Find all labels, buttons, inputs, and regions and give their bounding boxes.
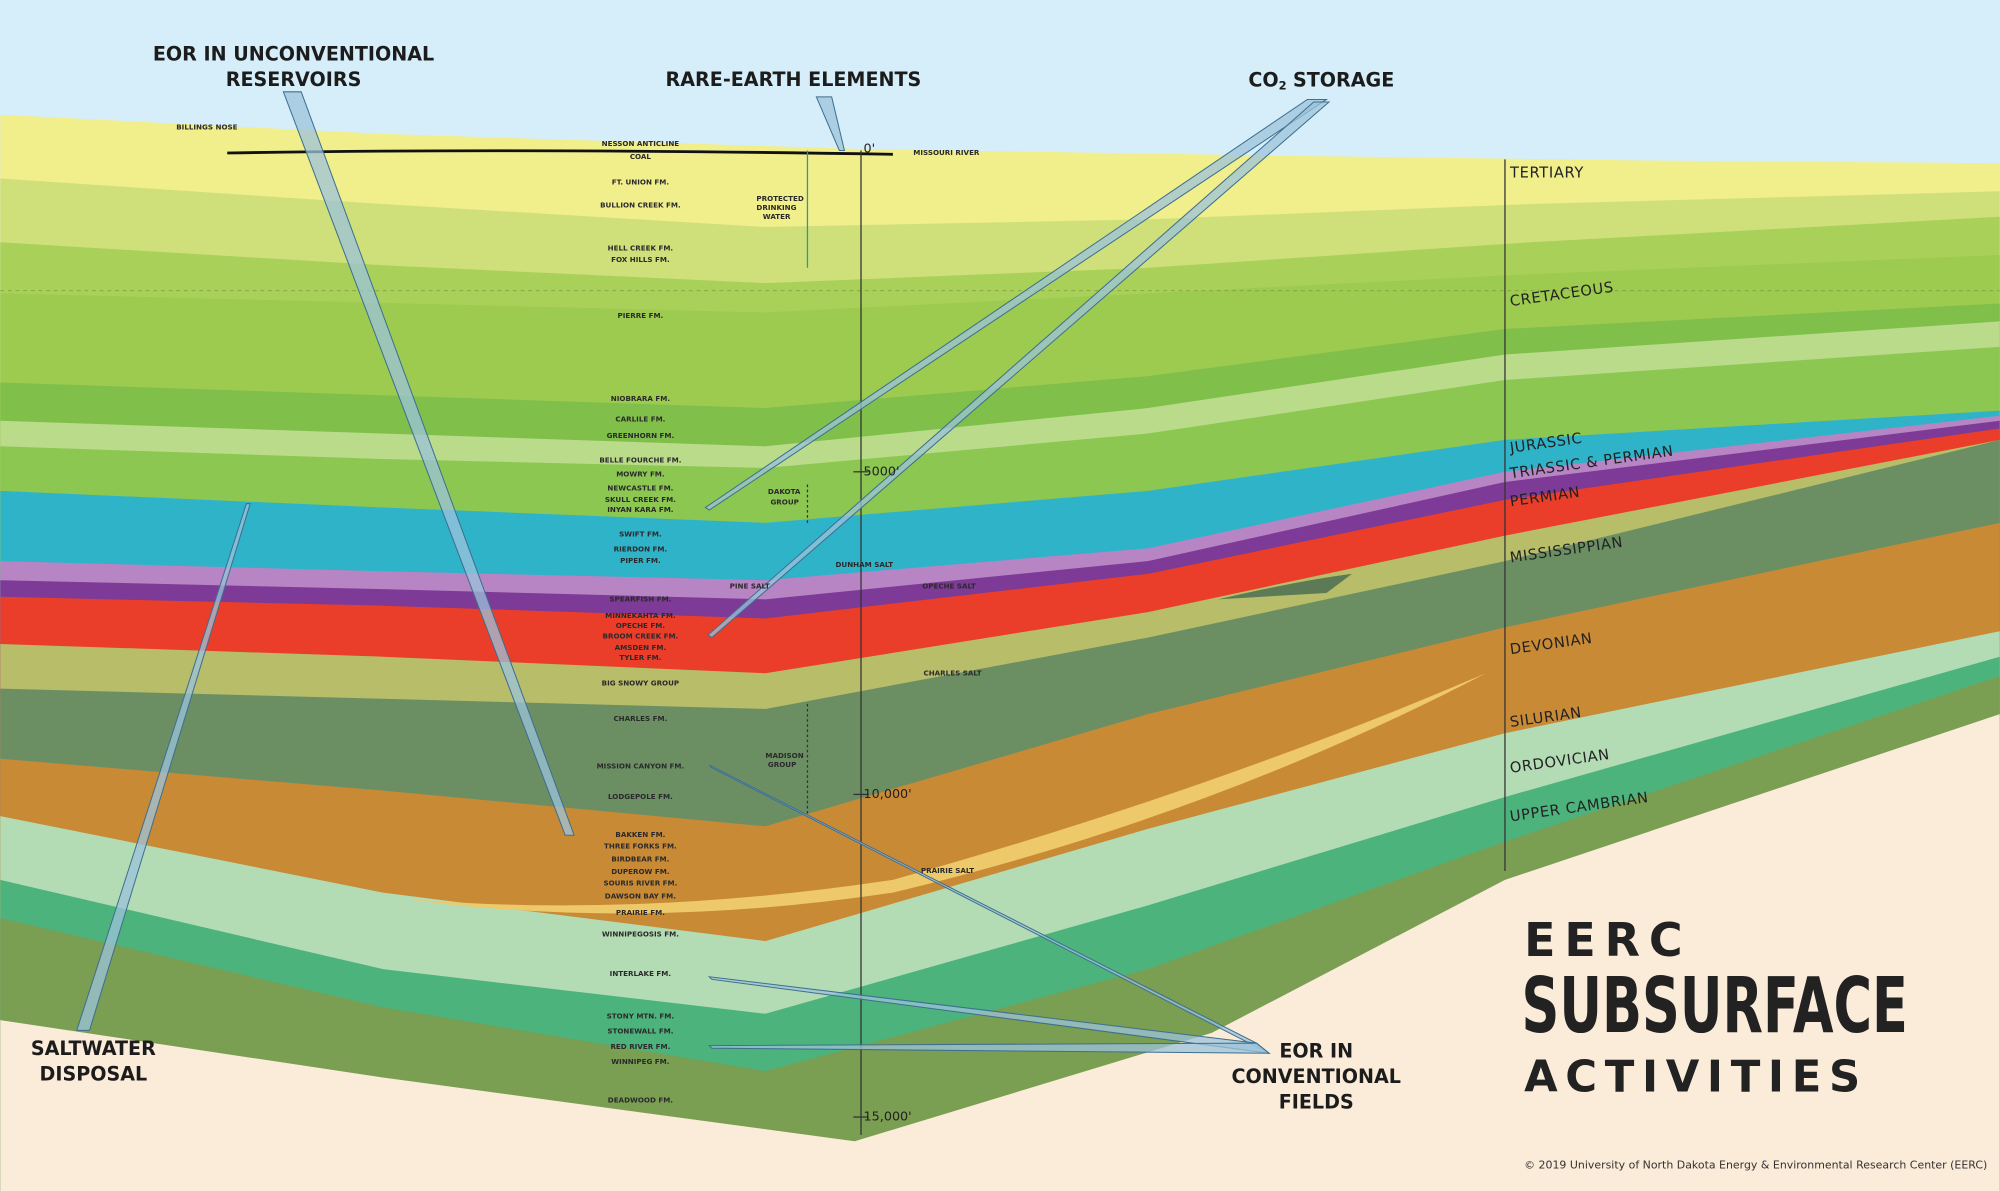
callout: EOR IN — [1279, 1040, 1353, 1063]
prairie-salt-lens — [405, 673, 1486, 914]
feature-label: OPECHE SALT — [922, 582, 976, 591]
title: ACTIVITIES — [1524, 1053, 1868, 1103]
depth-label: 10,000' — [864, 787, 912, 802]
callout: CONVENTIONAL — [1232, 1065, 1401, 1088]
feature-label: DRINKING — [756, 203, 796, 212]
formation-label: PRAIRIE FM. — [616, 908, 665, 917]
formation-label: BAKKEN FM. — [615, 830, 665, 839]
depth-label: 0' — [864, 142, 876, 157]
formation-label: NESSON ANTICLINE — [602, 139, 680, 148]
callout: DISPOSAL — [40, 1062, 148, 1085]
formation-label: OPECHE FM. — [616, 621, 665, 630]
pointer-beam — [815, 96, 846, 151]
formation-label: CHARLES FM. — [613, 714, 667, 723]
formation-label: FT. UNION FM. — [612, 177, 669, 186]
formation-label: STONY MTN. FM. — [607, 1011, 674, 1020]
callout: SALTWATER — [31, 1037, 156, 1060]
formation-label: STONEWALL FM. — [607, 1027, 673, 1036]
formation-label: GREENHORN FM. — [607, 431, 675, 440]
period-label: TERTIARY — [1509, 164, 1584, 181]
feature-label: CHARLES SALT — [923, 668, 981, 677]
formation-label: SOURIS RIVER FM. — [603, 879, 677, 888]
formation-label: AMSDEN FM. — [615, 643, 667, 652]
feature-label: MISSOURI RIVER — [913, 148, 980, 157]
feature-label: PROTECTED — [756, 194, 803, 203]
formation-label: SPEARFISH FM. — [609, 594, 671, 603]
formation-label: THREE FORKS FM. — [604, 842, 677, 851]
pointer-beam — [282, 91, 575, 836]
copyright: © 2019 University of North Dakota Energy… — [1524, 1158, 1987, 1171]
callout-part: CO — [1248, 68, 1278, 91]
formation-label: MINNEKAHTA FM. — [605, 611, 676, 620]
formation-label: WINNIPEG FM. — [611, 1057, 669, 1066]
formation-label: RIERDON FM. — [614, 545, 668, 554]
pointer-beam — [704, 98, 1329, 511]
feature-label: PINE SALT — [730, 582, 770, 591]
formation-label: BIG SNOWY GROUP — [602, 678, 679, 687]
formation-label: LODGEPOLE FM. — [608, 792, 673, 801]
formation-label: INTERLAKE FM. — [610, 969, 671, 978]
formation-label: BELLE FOURCHE FM. — [599, 455, 681, 464]
feature-label: DUNHAM SALT — [836, 560, 894, 569]
formation-label: BIRDBEAR FM. — [611, 854, 669, 863]
formation-label: COAL — [630, 152, 652, 161]
formation-label: RED RIVER FM. — [610, 1042, 670, 1051]
feature-label: DAKOTA — [768, 487, 801, 496]
feature-label: PRAIRIE SALT — [921, 866, 974, 875]
formation-label: SWIFT FM. — [619, 529, 662, 538]
callout: RARE-EARTH ELEMENTS — [666, 68, 922, 91]
depth-label: 15,000' — [864, 1110, 912, 1125]
salt-wedge — [1218, 573, 1352, 600]
formation-label: NIOBRARA FM. — [611, 394, 670, 403]
stratum — [0, 714, 2000, 1191]
feature-label: WATER — [763, 212, 791, 221]
title: SUBSURFACE — [1522, 962, 1908, 1051]
formation-label: PIPER FM. — [620, 556, 661, 565]
callout-part: STORAGE — [1293, 68, 1394, 91]
formation-label: FOX HILLS FM. — [611, 255, 670, 264]
feature-label: BILLINGS NOSE — [176, 123, 237, 132]
pointer-beam — [708, 1042, 1271, 1054]
depth-label: 5000' — [864, 464, 900, 479]
callout-subscript: 2 — [1279, 78, 1287, 92]
title: EERC — [1524, 913, 1691, 967]
callout: EOR IN UNCONVENTIONAL — [153, 42, 434, 65]
formation-label: MOWRY FM. — [616, 469, 664, 478]
formation-label: MISSION CANYON FM. — [597, 761, 685, 770]
feature-label: GROUP — [770, 497, 798, 506]
pointer-beam — [707, 101, 1331, 639]
formation-label: DUPEROW FM. — [611, 867, 669, 876]
formation-label: TYLER FM. — [619, 653, 661, 662]
formation-label: DEADWOOD FM. — [608, 1095, 673, 1104]
formation-label: CARLILE FM. — [615, 415, 665, 424]
pointer-beam — [76, 503, 251, 1031]
strata — [0, 114, 2000, 1191]
callout: FIELDS — [1279, 1091, 1354, 1114]
overlay — [0, 91, 2000, 1135]
feature-label: GROUP — [768, 760, 796, 769]
callout: CO2 STORAGE — [1248, 68, 1394, 92]
formation-label: BROOM CREEK FM. — [603, 631, 679, 640]
formation-label: WINNIPEGOSIS FM. — [602, 930, 679, 939]
feature-label: MADISON — [765, 751, 803, 760]
formation-label: INYAN KARA FM. — [607, 505, 673, 514]
formation-label: PIERRE FM. — [618, 311, 664, 320]
formation-label: BULLION CREEK FM. — [600, 200, 681, 209]
formation-label: SKULL CREEK FM. — [605, 495, 676, 504]
formation-label: DAWSON BAY FM. — [605, 891, 676, 900]
callout: RESERVOIRS — [226, 68, 362, 91]
formation-label: NEWCASTLE FM. — [607, 483, 673, 492]
formation-label: HELL CREEK FM. — [608, 244, 674, 253]
